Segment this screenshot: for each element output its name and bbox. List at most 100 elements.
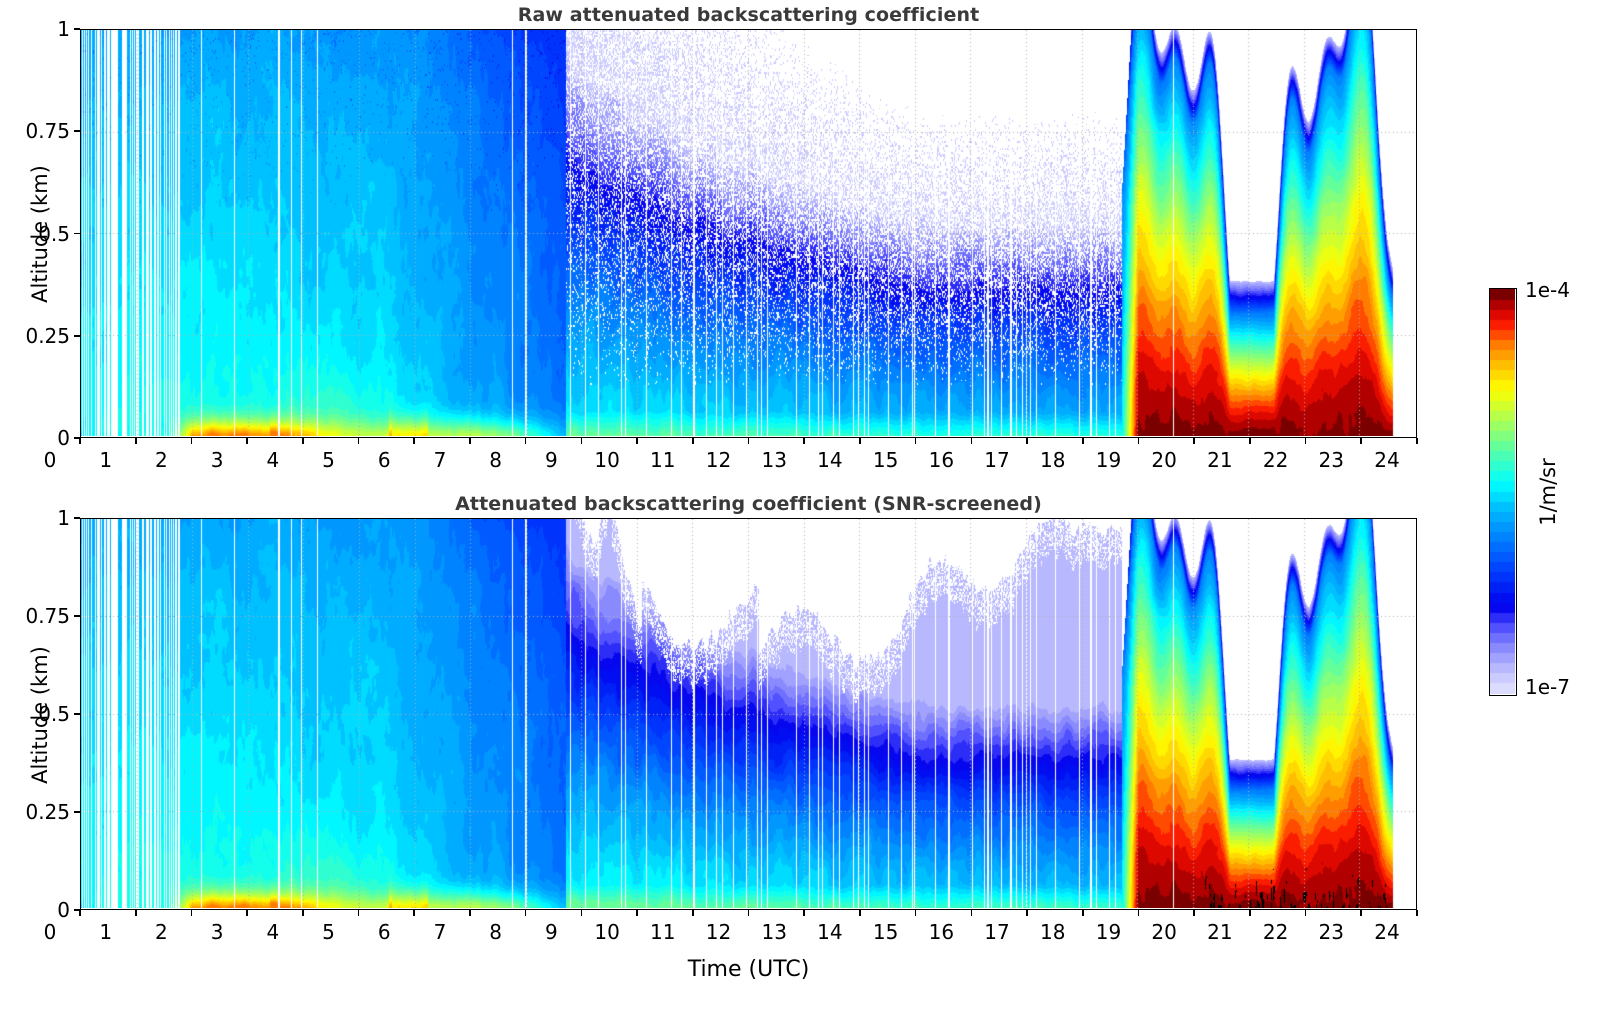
x-tick-mark bbox=[1081, 438, 1084, 444]
x-tick-label: 2 bbox=[155, 920, 168, 944]
y-tick-label: 0.75 bbox=[25, 119, 70, 144]
x-tick-label: 1 bbox=[99, 448, 113, 472]
x-tick-label: 3 bbox=[210, 920, 224, 944]
x-tick-mark bbox=[636, 438, 638, 444]
x-tick-label: 7 bbox=[433, 448, 447, 472]
x-tick-mark bbox=[970, 438, 973, 444]
x-tick-label: 0 bbox=[43, 920, 57, 944]
x-tick-label: 8 bbox=[489, 448, 503, 472]
y-tick-mark bbox=[74, 713, 80, 715]
x-tick-mark bbox=[691, 438, 694, 444]
x-tick-mark bbox=[413, 438, 416, 444]
x-tick-label: 17 bbox=[984, 920, 1010, 944]
y-tick-mark bbox=[74, 130, 80, 133]
y-tick-label: 0.5 bbox=[38, 702, 70, 726]
x-tick-mark bbox=[747, 438, 750, 444]
x-tick-label: 9 bbox=[545, 920, 558, 944]
x-tick-label: 8 bbox=[489, 920, 503, 944]
x-tick-mark bbox=[1249, 438, 1251, 444]
y-tick-label: 1 bbox=[57, 17, 70, 41]
x-tick-label: 10 bbox=[594, 920, 620, 944]
x-tick-mark bbox=[747, 910, 750, 916]
colorbar-gradient bbox=[1490, 289, 1515, 694]
colorbar-axis-label: 1/m/sr bbox=[1536, 458, 1560, 526]
x-tick-mark bbox=[246, 910, 248, 916]
x-tick-mark bbox=[1304, 910, 1307, 916]
x-tick-label: 11 bbox=[650, 920, 676, 944]
x-tick-label: 6 bbox=[377, 920, 391, 944]
colorbar[interactable] bbox=[1489, 288, 1517, 696]
x-tick-mark bbox=[1193, 910, 1195, 916]
plot-area-screened[interactable] bbox=[80, 518, 1417, 910]
x-tick-mark bbox=[413, 910, 416, 916]
y-tick-mark bbox=[74, 615, 80, 617]
x-tick-mark bbox=[1081, 910, 1084, 916]
x-tick-label: 14 bbox=[817, 920, 843, 944]
x-tick-label: 7 bbox=[433, 920, 447, 944]
x-tick-mark bbox=[357, 910, 360, 916]
x-tick-label: 11 bbox=[650, 448, 676, 472]
x-tick-mark bbox=[859, 910, 861, 916]
x-tick-label: 4 bbox=[266, 448, 280, 472]
x-tick-mark bbox=[914, 910, 917, 916]
x-tick-mark bbox=[636, 910, 638, 916]
plot-area-raw[interactable] bbox=[80, 29, 1417, 438]
y-tick-label: 0.5 bbox=[38, 221, 70, 246]
x-tick-label: 20 bbox=[1151, 920, 1177, 944]
x-axis-label: Time (UTC) bbox=[687, 957, 810, 982]
x-tick-mark bbox=[1026, 438, 1028, 444]
x-tick-mark bbox=[803, 438, 805, 444]
x-tick-label: 15 bbox=[872, 920, 899, 944]
x-tick-mark bbox=[1416, 910, 1418, 916]
y-tick-mark bbox=[74, 909, 80, 911]
x-tick-label: 13 bbox=[761, 448, 787, 472]
y-tick-label: 0.25 bbox=[25, 323, 70, 348]
x-tick-label: 17 bbox=[984, 448, 1010, 472]
x-tick-mark bbox=[357, 438, 360, 444]
x-tick-label: 19 bbox=[1095, 920, 1122, 944]
panel-title-screened: Attenuated backscattering coefficient (S… bbox=[455, 493, 1042, 515]
x-tick-mark bbox=[1026, 910, 1028, 916]
x-tick-label: 12 bbox=[705, 448, 732, 472]
x-tick-mark bbox=[246, 438, 248, 444]
y-tick-label: 0.25 bbox=[25, 800, 70, 824]
panel-title-raw: Raw attenuated backscattering coefficien… bbox=[517, 4, 980, 26]
x-tick-mark bbox=[302, 910, 304, 916]
colorbar-max-label: 1e-4 bbox=[1525, 278, 1570, 302]
x-tick-label: 5 bbox=[322, 920, 335, 944]
x-tick-label: 18 bbox=[1040, 920, 1066, 944]
y-tick-mark bbox=[74, 811, 80, 813]
x-tick-mark bbox=[691, 910, 694, 916]
y-tick-label: 0 bbox=[57, 426, 70, 450]
x-tick-label: 20 bbox=[1151, 448, 1177, 472]
colorbar-min-label: 1e-7 bbox=[1525, 675, 1570, 699]
x-tick-mark bbox=[1193, 438, 1195, 444]
x-tick-label: 16 bbox=[928, 448, 955, 472]
x-tick-mark bbox=[469, 438, 471, 444]
y-tick-mark bbox=[74, 232, 80, 235]
x-tick-label: 21 bbox=[1207, 920, 1233, 944]
x-tick-mark bbox=[134, 910, 137, 916]
x-tick-mark bbox=[1304, 438, 1307, 444]
x-tick-label: 3 bbox=[210, 448, 224, 472]
heatmap-image-screened bbox=[81, 519, 1415, 908]
x-tick-mark bbox=[469, 910, 471, 916]
x-tick-mark bbox=[1360, 438, 1363, 444]
heatmap-image-raw bbox=[81, 30, 1415, 436]
x-tick-label: 23 bbox=[1318, 920, 1344, 944]
x-tick-mark bbox=[914, 438, 917, 444]
y-tick-label: 1 bbox=[57, 506, 70, 530]
y-tick-mark bbox=[74, 517, 80, 519]
x-tick-label: 9 bbox=[545, 448, 558, 472]
x-tick-label: 22 bbox=[1262, 448, 1289, 472]
x-tick-label: 21 bbox=[1207, 448, 1233, 472]
y-tick-mark bbox=[74, 334, 80, 337]
x-tick-mark bbox=[970, 910, 973, 916]
x-tick-mark bbox=[190, 438, 193, 444]
x-tick-label: 16 bbox=[928, 920, 955, 944]
x-tick-label: 4 bbox=[266, 920, 280, 944]
x-tick-mark bbox=[580, 438, 583, 444]
x-tick-mark bbox=[79, 910, 81, 916]
x-tick-mark bbox=[803, 910, 805, 916]
